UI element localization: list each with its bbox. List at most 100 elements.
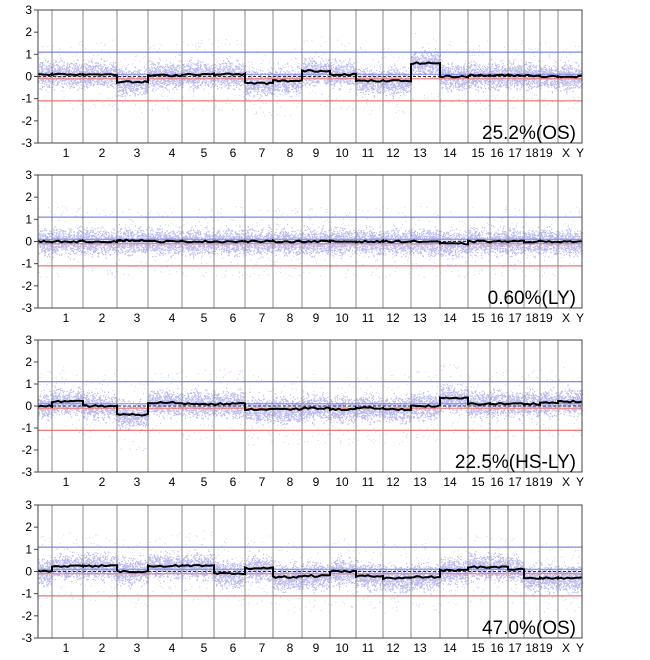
noise-point [71,71,72,72]
noise-point [121,68,122,69]
noise-point [125,58,126,59]
noise-point [135,95,136,96]
noise-point [162,89,163,90]
noise-point [42,83,43,84]
noise-point [192,65,193,66]
noise-point [175,68,176,69]
noise-point [245,86,246,87]
noise-point [104,64,105,65]
noise-point [215,81,216,82]
noise-point [194,85,195,86]
noise-point [217,69,218,70]
noise-point [224,81,225,82]
noise-point [98,63,99,64]
noise-point [54,71,55,72]
noise-point [242,84,243,85]
noise-point [225,81,226,82]
noise-point [120,70,121,71]
noise-point [192,57,193,58]
noise-point [85,68,86,69]
noise-point [64,82,65,83]
noise-point [93,66,94,67]
noise-point [107,72,108,73]
noise-point [154,92,155,93]
noise-point [43,64,44,65]
noise-point [198,60,199,61]
noise-point [188,45,189,46]
noise-point [167,89,168,90]
noise-point [84,89,85,90]
noise-point [238,60,239,61]
noise-point [198,47,199,48]
noise-point [81,84,82,85]
noise-point [227,70,228,71]
noise-point [87,72,88,73]
noise-point [205,50,206,51]
noise-point [162,96,163,97]
noise-point [157,84,158,85]
noise-point [197,70,198,71]
noise-point [183,42,184,43]
noise-point [206,80,207,81]
noise-point [101,59,102,60]
noise-point [254,91,255,92]
noise-point [219,81,220,82]
noise-point [100,93,101,94]
noise-point [103,105,104,106]
noise-point [81,41,82,42]
noise-point [48,69,49,70]
noise-point [170,62,171,63]
noise-point [133,87,134,88]
noise-point [164,71,165,72]
noise-point [140,70,141,71]
noise-point [114,71,115,72]
noise-point [209,39,210,40]
noise-point [54,65,55,66]
noise-point [95,63,96,64]
noise-point [193,88,194,89]
noise-point [167,96,168,97]
noise-point [59,66,60,67]
noise-point [223,67,224,68]
noise-point [236,87,237,88]
noise-point [252,81,253,82]
noise-point [160,60,161,61]
noise-point [198,65,199,66]
noise-point [108,70,109,71]
noise-point [102,66,103,67]
noise-point [163,108,164,109]
noise-point [207,68,208,69]
noise-point [166,70,167,71]
noise-point [97,83,98,84]
noise-point [109,80,110,81]
noise-point [217,62,218,63]
noise-point [59,62,60,63]
noise-point [157,70,158,71]
noise-point [39,58,40,59]
noise-point [62,83,63,84]
noise-point [114,66,115,67]
noise-point [224,77,225,78]
noise-point [176,85,177,86]
noise-point [88,59,89,60]
noise-point [78,89,79,90]
noise-point [79,65,80,66]
noise-point [67,70,68,71]
noise-point [155,104,156,105]
noise-point [124,83,125,84]
noise-point [224,83,225,84]
noise-point [120,60,121,61]
noise-point [48,61,49,62]
noise-point [173,82,174,83]
noise-point [216,73,217,74]
noise-point [45,81,46,82]
noise-point [208,86,209,87]
noise-point [200,67,201,68]
noise-point [103,102,104,103]
noise-point [255,90,256,91]
noise-point [144,71,145,72]
noise-point [152,109,153,110]
noise-point [74,70,75,71]
noise-point [173,80,174,81]
noise-point [90,83,91,84]
